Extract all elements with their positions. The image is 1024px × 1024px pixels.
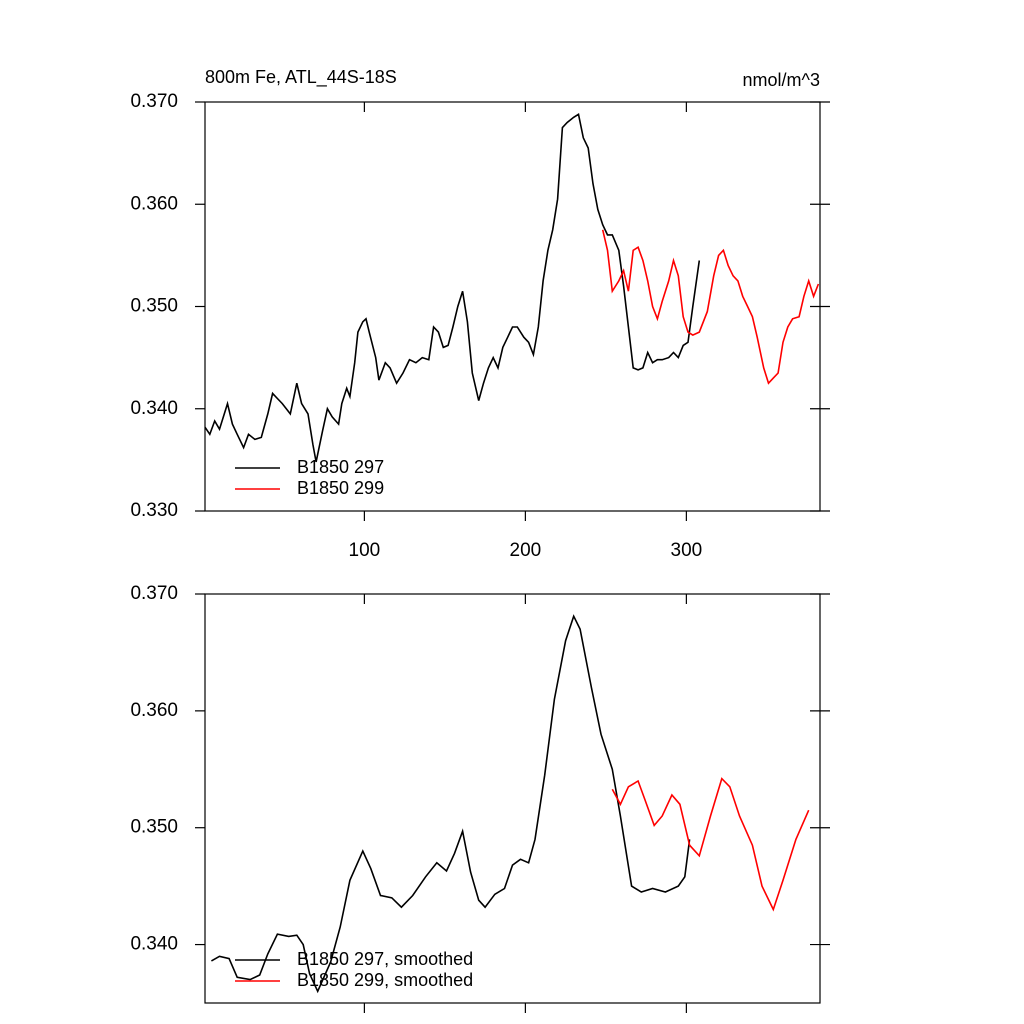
legend-label: B1850 299, smoothed (297, 970, 473, 990)
x-tick-label: 100 (349, 540, 381, 561)
y-tick-label: 0.360 (130, 193, 178, 214)
y-tick-label: 0.340 (130, 398, 178, 419)
y-tick-label: 0.360 (130, 700, 178, 721)
legend-label: B1850 299 (297, 478, 384, 498)
series-line (204, 113, 701, 463)
plot-frame (204, 593, 821, 1004)
y-tick-label: 0.340 (130, 934, 178, 955)
y-tick-label: 0.350 (130, 817, 178, 838)
units-label: nmol/m^3 (743, 70, 820, 90)
plot-frame (204, 101, 821, 512)
series-line (601, 229, 820, 385)
y-tick-label: 0.370 (130, 91, 178, 112)
x-tick-label: 200 (510, 540, 542, 561)
chart-title: 800m Fe, ATL_44S-18S (205, 67, 397, 88)
x-tick-label: 300 (671, 540, 703, 561)
series-line (611, 777, 810, 912)
y-tick-label: 0.370 (130, 583, 178, 604)
y-tick-label: 0.350 (130, 296, 178, 317)
series-line (211, 614, 691, 994)
y-tick-label: 0.330 (130, 500, 178, 521)
legend-label: B1850 297 (297, 457, 384, 477)
legend-label: B1850 297, smoothed (297, 949, 473, 969)
